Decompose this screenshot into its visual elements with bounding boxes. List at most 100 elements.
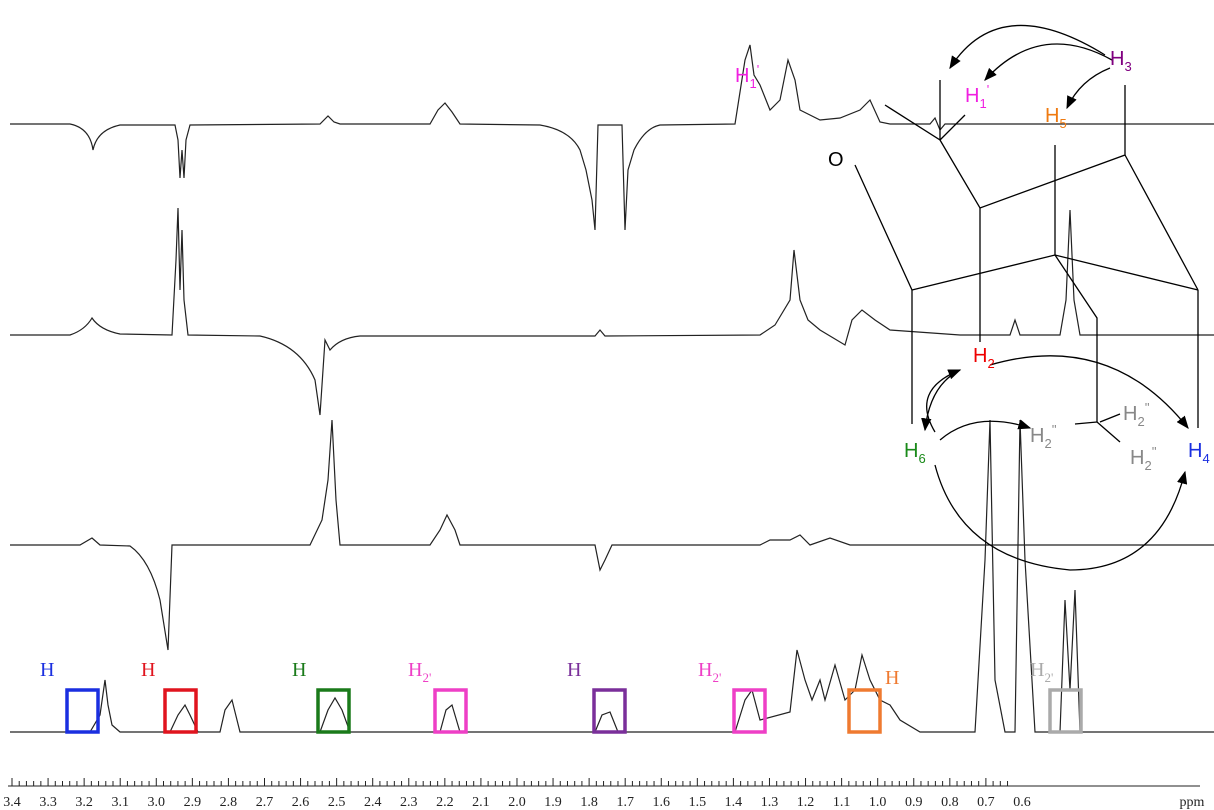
assignment-label: H2' — [408, 659, 431, 685]
molecule-label-sup: ' — [757, 62, 759, 77]
assignment-box — [847, 688, 882, 734]
molecule-label-sup: '' — [1145, 400, 1150, 415]
assignment-label: H — [292, 659, 306, 681]
molecule-label: H2'' — [1030, 422, 1057, 451]
molecule-bonds — [854, 80, 1199, 443]
tick-label: 2.8 — [220, 795, 238, 810]
assignment-label-main: H — [885, 667, 899, 689]
tick-label: 0.7 — [977, 795, 995, 810]
spectrum-trace — [10, 419, 1214, 651]
tick-label: 2.9 — [184, 795, 202, 810]
molecule-label-sub: 4 — [1202, 451, 1209, 466]
molecule-label: H2'' — [1123, 400, 1150, 429]
assignment-label-main: H — [567, 659, 581, 681]
assignment-label: H2' — [1030, 659, 1053, 685]
molecule-label-main: H — [1130, 447, 1144, 469]
assignment-label: H — [885, 667, 899, 689]
assignment-box — [1048, 688, 1083, 734]
molecule-label: H2 — [973, 345, 995, 371]
tick-label: 1.7 — [616, 795, 634, 810]
molecule-label-sub: 2 — [1044, 436, 1051, 451]
assignment-label-sub: 2' — [422, 670, 431, 685]
tick-label: 3.0 — [148, 795, 166, 810]
molecule-label-sub: 1 — [749, 76, 756, 91]
assignment-label-main: H — [292, 659, 306, 681]
assignment-box — [316, 688, 351, 734]
assignment-label: H — [567, 659, 581, 681]
tick-label: 1.8 — [580, 795, 598, 810]
molecule-label-sub: 2 — [987, 356, 994, 371]
molecule-label-sub: 1 — [979, 96, 986, 111]
tick-label: 1.3 — [761, 795, 779, 810]
spectrum-trace — [10, 44, 1214, 231]
tick-label: 1.2 — [797, 795, 815, 810]
tick-label: 2.5 — [328, 795, 346, 810]
molecule-label: H5 — [1045, 105, 1067, 131]
molecule-label: H4 — [1188, 440, 1210, 466]
tick-label: 2.1 — [472, 795, 490, 810]
tick-label: 1.4 — [725, 795, 743, 810]
molecule-label-main: H — [965, 85, 979, 107]
assignment-label-main: H — [40, 659, 54, 681]
tick-label: 0.9 — [905, 795, 923, 810]
molecule-label: H2'' — [1130, 444, 1157, 473]
spectrum-trace — [10, 207, 1214, 416]
molecule-label-main: H — [1188, 440, 1202, 462]
molecule-label-main: H — [1110, 48, 1124, 70]
assignment-box — [65, 688, 100, 734]
assignment-label-main: H — [408, 659, 422, 681]
tick-label: 2.6 — [292, 795, 310, 810]
tick-label: 1.1 — [833, 795, 851, 810]
assignment-label: H2' — [698, 659, 721, 685]
assignment-label-main: H — [1030, 659, 1044, 681]
molecule-label: H6 — [904, 440, 926, 466]
molecule-label-sub: 3 — [1124, 59, 1131, 74]
assignment-label: H — [40, 659, 54, 681]
molecule-label: H3 — [1110, 48, 1132, 74]
tick-label: 3.3 — [39, 795, 57, 810]
molecule-label-main: H — [735, 65, 749, 87]
molecule-label-main: H — [1045, 105, 1059, 127]
assignment-label-main: H — [141, 659, 155, 681]
assignment-label: H — [141, 659, 155, 681]
molecule-label-sup: '' — [1052, 422, 1057, 437]
molecule-label-main: H — [973, 345, 987, 367]
tick-label: 2.3 — [400, 795, 418, 810]
assignment-box — [592, 688, 627, 734]
molecule-label-sup: ' — [987, 82, 989, 97]
molecule-label-sub: 2 — [1144, 458, 1151, 473]
tick-label: 1.0 — [869, 795, 887, 810]
molecule-label-sup: '' — [1152, 444, 1157, 459]
assignment-label-sub: 2' — [1044, 670, 1053, 685]
tick-label: 3.4 — [3, 795, 21, 810]
molecule-label-sub: 6 — [918, 451, 925, 466]
assignment-box — [732, 688, 767, 734]
oxygen-label: O — [828, 149, 844, 171]
tick-label: 3.2 — [75, 795, 93, 810]
assignment-label-sub: 2' — [712, 670, 721, 685]
molecule-label-main: H — [1123, 403, 1137, 425]
molecule-label-main: H — [1030, 425, 1044, 447]
tick-label: 2.7 — [256, 795, 274, 810]
molecule-label: H1' — [735, 62, 759, 91]
tick-label: 0.8 — [941, 795, 959, 810]
tick-label: 1.5 — [689, 795, 707, 810]
assignment-box — [163, 688, 198, 734]
molecule-label-sub: 5 — [1059, 116, 1066, 131]
assignment-box — [433, 688, 468, 734]
molecule-label-main: H — [904, 440, 918, 462]
tick-label: 3.1 — [111, 795, 129, 810]
noe-arrows — [921, 24, 1189, 571]
molecule-label-sub: 2 — [1137, 414, 1144, 429]
assignment-label-main: H — [698, 659, 712, 681]
spectrum-trace — [10, 419, 1214, 733]
tick-label: 2.2 — [436, 795, 454, 810]
tick-label: 2.4 — [364, 795, 382, 810]
tick-label: 0.6 — [1013, 795, 1031, 810]
axis-label: ppm — [1180, 795, 1205, 810]
tick-label: 1.9 — [544, 795, 562, 810]
tick-label: 2.0 — [508, 795, 526, 810]
molecule-label: H1' — [965, 82, 989, 111]
tick-label: 1.6 — [653, 795, 671, 810]
